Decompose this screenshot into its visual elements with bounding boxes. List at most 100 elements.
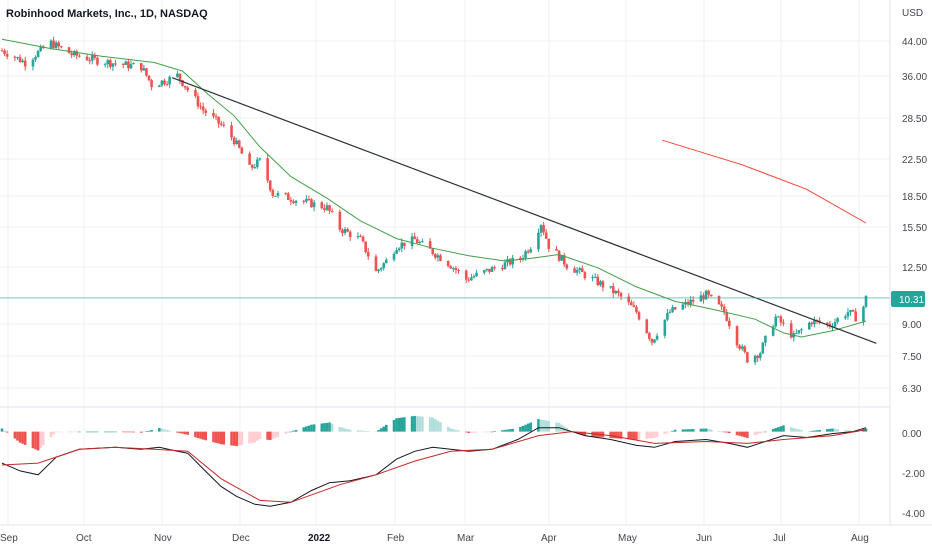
candle-body xyxy=(431,248,435,255)
histogram-bar xyxy=(289,431,293,433)
histogram-bar xyxy=(397,417,401,432)
histogram-bar xyxy=(648,431,651,439)
candle-body xyxy=(849,310,852,313)
histogram-bar xyxy=(490,431,494,433)
histogram-bar xyxy=(609,431,612,438)
histogram-bar xyxy=(410,416,414,432)
candle-body xyxy=(617,290,620,294)
candle-body xyxy=(160,80,164,86)
histogram-bar xyxy=(395,418,398,432)
histogram-bar xyxy=(797,429,801,432)
candle-body xyxy=(307,198,311,200)
candle-body xyxy=(382,263,386,269)
candle-body xyxy=(183,85,187,88)
histogram-bar xyxy=(194,431,197,438)
candle-body xyxy=(810,322,814,325)
histogram-bar xyxy=(310,424,313,432)
candle-body xyxy=(454,268,458,271)
candle-body xyxy=(39,46,42,51)
histogram-bar xyxy=(139,431,143,433)
trendline[interactable] xyxy=(172,77,877,344)
histogram-bar xyxy=(485,431,489,433)
candle-body xyxy=(142,68,146,71)
histogram-bar xyxy=(849,430,852,432)
candle-body xyxy=(844,316,847,319)
histogram-bar xyxy=(178,431,182,434)
candle-body xyxy=(90,55,94,61)
histogram-bar xyxy=(428,417,432,432)
histogram-bar xyxy=(493,431,496,432)
candle-body xyxy=(147,75,151,81)
candle-body xyxy=(109,60,112,67)
y-tick-label: 28.50 xyxy=(902,114,927,125)
macd-pane[interactable] xyxy=(0,415,868,507)
histogram-bar xyxy=(160,428,164,432)
histogram-bar xyxy=(439,422,442,432)
candle-body xyxy=(176,73,179,77)
candle-body xyxy=(691,299,695,302)
candle-body xyxy=(501,268,504,270)
histogram-bar xyxy=(831,428,834,432)
candle-body xyxy=(127,61,130,69)
candle-body xyxy=(836,318,839,322)
candle-body xyxy=(470,277,473,281)
candle-body xyxy=(862,306,865,322)
price-pane[interactable] xyxy=(0,36,890,365)
candle-body xyxy=(521,257,525,260)
candle-body xyxy=(258,158,262,160)
candle-body xyxy=(526,251,530,253)
histogram-bar xyxy=(735,431,739,436)
candle-body xyxy=(519,257,522,260)
x-tick-label: Sep xyxy=(0,533,18,544)
histogram-bar xyxy=(789,427,793,432)
histogram-bar xyxy=(31,431,35,449)
histogram-bar xyxy=(93,431,97,433)
histogram-bar xyxy=(212,431,215,443)
candle-body xyxy=(168,76,171,85)
histogram-bar xyxy=(782,425,785,432)
histogram-bar xyxy=(663,431,667,434)
histogram-bar xyxy=(219,431,223,445)
candle-body xyxy=(139,63,143,71)
candle-body xyxy=(75,51,79,56)
candle-body xyxy=(248,153,251,165)
candle-body xyxy=(725,312,729,321)
y-tick-label: 44.00 xyxy=(902,37,927,48)
histogram-bar xyxy=(707,428,710,432)
candle-body xyxy=(96,57,99,65)
candle-body xyxy=(418,242,422,244)
candle-body xyxy=(305,198,308,202)
candle-body xyxy=(761,342,765,354)
x-tick-label: Apr xyxy=(541,533,557,544)
histogram-bar xyxy=(57,431,61,433)
histogram-bar xyxy=(384,424,388,432)
histogram-bar xyxy=(702,428,705,432)
histogram-bar xyxy=(320,423,324,432)
histogram-bar xyxy=(454,429,458,432)
histogram-bar xyxy=(632,431,636,440)
histogram-bar xyxy=(256,431,259,441)
histogram-bar xyxy=(691,429,695,432)
histogram-bar xyxy=(132,431,135,433)
histogram-bar xyxy=(488,431,491,433)
candle-body xyxy=(212,112,215,117)
histogram-bar xyxy=(232,431,236,446)
histogram-bar xyxy=(13,431,17,439)
histogram-bar xyxy=(709,429,713,432)
histogram-bar xyxy=(54,431,58,433)
histogram-bar xyxy=(583,431,587,436)
candle-body xyxy=(106,60,110,65)
candle-body xyxy=(650,338,654,343)
candle-body xyxy=(666,312,669,320)
candle-body xyxy=(302,200,306,202)
candle-body xyxy=(542,225,545,233)
histogram-bar xyxy=(214,431,218,443)
candle-body xyxy=(36,50,40,58)
histogram-bar xyxy=(501,430,504,432)
candle-body xyxy=(493,267,496,269)
macd-line xyxy=(1,427,867,507)
histogram-bar xyxy=(457,430,460,432)
histogram-bar xyxy=(258,431,262,439)
x-tick-label: Nov xyxy=(154,533,172,544)
histogram-bar xyxy=(619,431,623,439)
